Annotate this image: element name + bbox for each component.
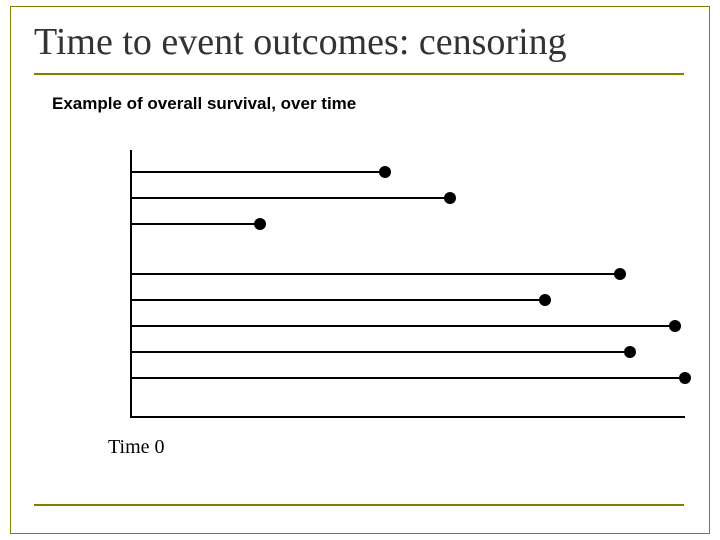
survival-line <box>130 273 620 275</box>
event-dot <box>254 218 266 230</box>
event-dot <box>669 320 681 332</box>
title-underline <box>34 73 684 75</box>
time-zero-label: Time 0 <box>108 436 165 459</box>
x-axis <box>130 416 685 418</box>
event-dot <box>539 294 551 306</box>
survival-line <box>130 171 385 173</box>
bottom-rule <box>34 504 684 506</box>
event-dot <box>379 166 391 178</box>
subtitle: Example of overall survival, over time <box>52 94 356 114</box>
event-dot <box>614 268 626 280</box>
survival-line <box>130 325 675 327</box>
survival-line <box>130 223 260 225</box>
slide-title: Time to event outcomes: censoring <box>34 20 567 64</box>
survival-line <box>130 197 450 199</box>
event-dot <box>624 346 636 358</box>
survival-chart <box>130 150 685 418</box>
survival-line <box>130 377 685 379</box>
event-dot <box>679 372 691 384</box>
survival-line <box>130 351 630 353</box>
survival-line <box>130 299 545 301</box>
event-dot <box>444 192 456 204</box>
